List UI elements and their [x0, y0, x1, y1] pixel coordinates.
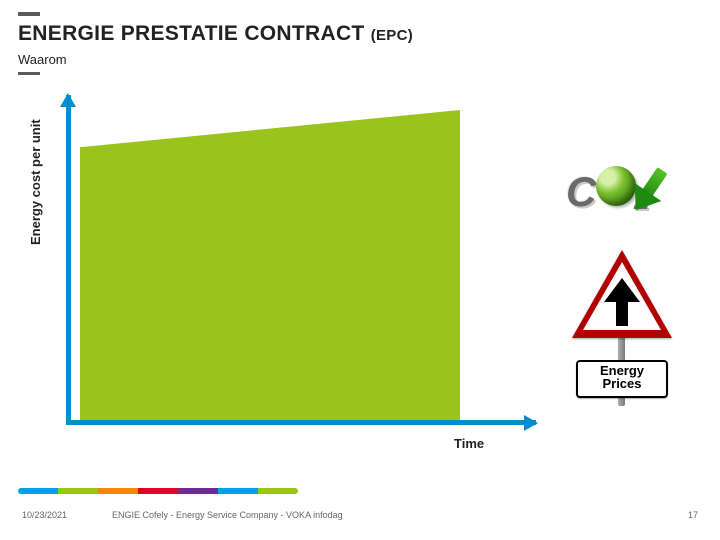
footer-bar-segment — [258, 488, 298, 494]
x-axis — [66, 420, 536, 425]
page-title: ENERGIE PRESTATIE CONTRACT (EPC) — [18, 22, 413, 46]
subtitle-tick — [18, 72, 40, 75]
footer-bar-segment — [218, 488, 258, 494]
footer-color-bar — [18, 488, 298, 494]
x-axis-label: Time — [454, 436, 484, 451]
footer-text: ENGIE Cofely - Energy Service Company - … — [112, 510, 343, 520]
page-subtitle: Waarom — [18, 52, 67, 67]
title-suffix: (EPC) — [371, 27, 413, 44]
footer-bar-segment — [138, 488, 178, 494]
header-tick — [18, 12, 40, 16]
y-axis — [66, 95, 71, 425]
footer-date: 10/23/2021 — [22, 510, 67, 520]
footer-bar-segment — [58, 488, 98, 494]
energy-prices-sign: Energy Prices — [572, 250, 672, 420]
title-main: ENERGIE PRESTATIE CONTRACT — [18, 22, 365, 45]
energy-cost-chart — [66, 95, 536, 425]
footer-bar-segment — [98, 488, 138, 494]
co2-letter-c: C — [566, 168, 596, 216]
x-axis-arrow-icon — [524, 415, 538, 431]
y-axis-label: Energy cost per unit — [28, 119, 43, 245]
y-axis-arrow-icon — [60, 93, 76, 107]
up-arrow-icon — [604, 278, 640, 328]
sign-line2: Prices — [602, 376, 641, 391]
footer-bar-segment — [18, 488, 58, 494]
co2-reduction-icon: C 2 — [562, 162, 672, 234]
footer-bar-segment — [178, 488, 218, 494]
footer-page-number: 17 — [688, 510, 698, 520]
chart-area-fill — [80, 110, 460, 420]
sign-plate: Energy Prices — [576, 360, 668, 398]
warning-triangle-icon — [572, 250, 672, 340]
